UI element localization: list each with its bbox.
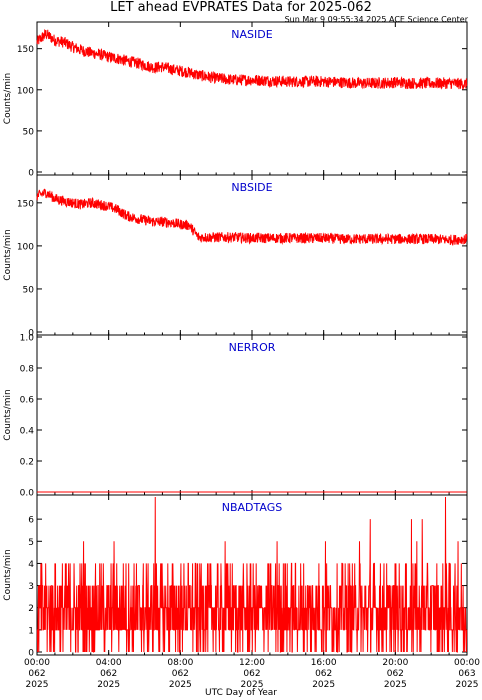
- x-tick-label: 062: [28, 669, 45, 679]
- x-tick-label: 2025: [312, 680, 335, 690]
- y-tick-label: 0.8: [20, 365, 35, 375]
- x-axis-label: UTC Day of Year: [205, 688, 277, 698]
- y-tick-label: 0.4: [20, 427, 35, 437]
- x-tick-label: 062: [243, 669, 260, 679]
- y-axis-label: Counts/min: [3, 549, 13, 600]
- series-line-nbside: [36, 188, 468, 247]
- panel-label-naside: NASIDE: [231, 28, 272, 41]
- y-tick-label: 1: [28, 626, 34, 636]
- y-tick-label: 100: [17, 86, 34, 96]
- y-tick-label: 1.0: [20, 334, 35, 344]
- x-tick-label: 062: [172, 669, 189, 679]
- x-tick-label: 2025: [384, 680, 407, 690]
- x-tick-label: 00:00: [24, 658, 50, 668]
- y-tick-label: 0.2: [20, 458, 34, 468]
- x-tick-label: 062: [387, 669, 404, 679]
- panel-label-nbside: NBSIDE: [231, 181, 272, 194]
- y-axis-label: Counts/min: [3, 229, 13, 280]
- x-tick-label: 062: [100, 669, 117, 679]
- x-tick-label: 062: [315, 669, 332, 679]
- y-tick-label: 0.6: [20, 396, 35, 406]
- x-tick-label: 12:00: [239, 658, 265, 668]
- y-tick-label: 2: [28, 604, 34, 614]
- x-tick-label: 2025: [241, 680, 264, 690]
- y-tick-label: 150: [17, 45, 34, 55]
- y-tick-label: 4: [28, 560, 34, 570]
- y-tick-label: 6: [28, 516, 34, 526]
- timestamp-text: Sun Mar 9 09:55:34 2025 ACE Science Cent…: [284, 15, 468, 24]
- panel-frame-naside: [36, 21, 468, 176]
- panel-frame-nbside: [36, 174, 468, 336]
- y-tick-label: 0: [28, 329, 34, 339]
- y-tick-label: 0.0: [20, 489, 35, 499]
- y-axis-label: Counts/min: [3, 73, 13, 124]
- x-tick-label: 2025: [97, 680, 120, 690]
- x-tick-label: 063: [458, 669, 475, 679]
- series-line-nbadtags: [36, 496, 468, 653]
- x-tick-label: 2025: [456, 680, 479, 690]
- panel-frame-nerror: [36, 334, 468, 496]
- y-tick-label: 50: [23, 127, 35, 137]
- y-tick-label: 3: [28, 582, 34, 592]
- y-tick-label: 0: [28, 649, 34, 659]
- x-tick-label: 00:00: [454, 658, 480, 668]
- panel-label-nbadtags: NBADTAGS: [222, 501, 282, 514]
- y-tick-label: 0: [28, 169, 34, 179]
- y-axis-label: Counts/min: [3, 389, 13, 440]
- y-tick-label: 150: [17, 199, 34, 209]
- x-tick-label: 2025: [26, 680, 49, 690]
- series-line-naside: [36, 29, 468, 90]
- chart-title: LET ahead EVPRATES Data for 2025-062: [110, 0, 372, 15]
- x-tick-label: 04:00: [96, 658, 122, 668]
- y-tick-label: 50: [23, 285, 35, 295]
- x-tick-label: 16:00: [311, 658, 337, 668]
- x-tick-label: 2025: [169, 680, 192, 690]
- x-tick-label: 08:00: [167, 658, 193, 668]
- y-tick-label: 100: [17, 242, 34, 252]
- x-tick-label: 20:00: [382, 658, 408, 668]
- y-tick-label: 5: [28, 538, 34, 548]
- panel-label-nerror: NERROR: [229, 341, 276, 354]
